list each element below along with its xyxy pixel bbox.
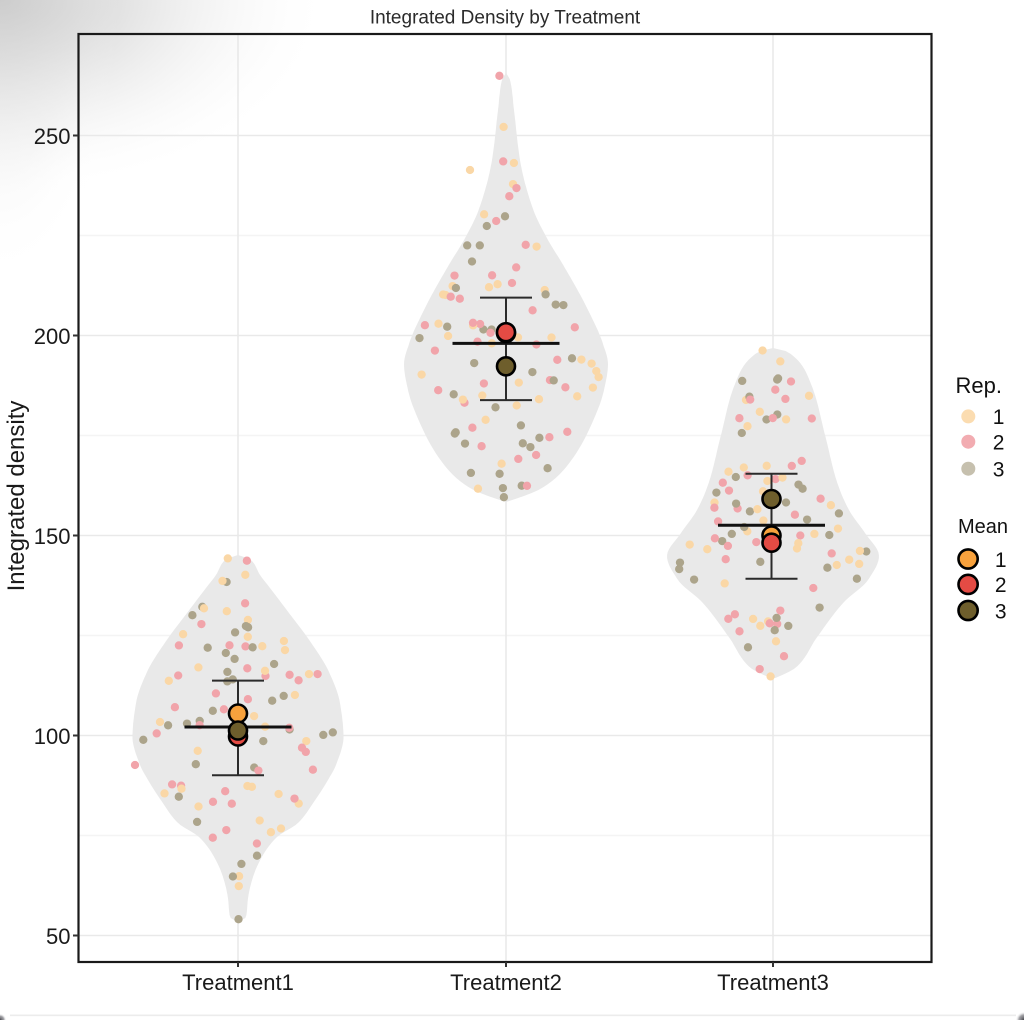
svg-text:3: 3 [993, 459, 1005, 482]
svg-text:Rep.: Rep. [956, 373, 1002, 398]
svg-text:3: 3 [995, 600, 1007, 623]
svg-text:Treatment2: Treatment2 [450, 970, 562, 995]
svg-text:2: 2 [995, 574, 1007, 597]
svg-text:1: 1 [995, 549, 1007, 572]
svg-text:150: 150 [34, 524, 71, 549]
svg-text:250: 250 [34, 124, 71, 149]
svg-text:Treatment3: Treatment3 [717, 970, 829, 995]
svg-text:2: 2 [993, 432, 1005, 455]
svg-text:100: 100 [34, 724, 71, 749]
svg-text:1: 1 [993, 406, 1005, 429]
svg-text:50: 50 [46, 924, 70, 949]
svg-text:Treatment1: Treatment1 [182, 970, 294, 995]
svg-text:Integrated density: Integrated density [3, 401, 30, 592]
svg-text:200: 200 [34, 324, 71, 349]
svg-text:Mean: Mean [958, 516, 1008, 538]
svg-text:Integrated Density by Treatmen: Integrated Density by Treatment [370, 8, 641, 29]
